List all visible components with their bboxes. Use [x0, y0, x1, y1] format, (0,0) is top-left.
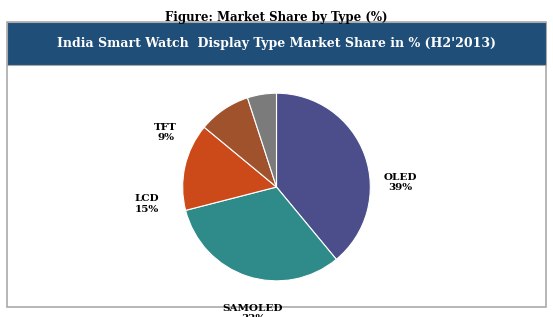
Wedge shape: [276, 93, 371, 259]
Wedge shape: [186, 187, 336, 281]
Wedge shape: [248, 93, 276, 187]
Text: OTHERS
5%: OTHERS 5%: [260, 48, 311, 67]
Text: Figure: Market Share by Type (%): Figure: Market Share by Type (%): [165, 11, 388, 24]
Text: SAMOLED
32%: SAMOLED 32%: [223, 304, 283, 317]
Wedge shape: [204, 98, 276, 187]
Text: OLED
39%: OLED 39%: [384, 173, 417, 192]
Text: India Smart Watch  Display Type Market Share in % (H2'2013): India Smart Watch Display Type Market Sh…: [57, 37, 496, 50]
Text: TFT
9%: TFT 9%: [154, 123, 177, 142]
Text: LCD
15%: LCD 15%: [135, 194, 159, 214]
Wedge shape: [182, 127, 276, 210]
